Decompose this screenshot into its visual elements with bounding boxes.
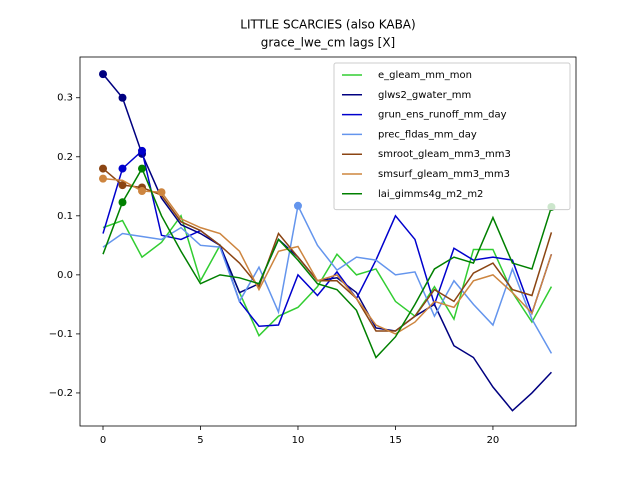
series-marker bbox=[293, 201, 302, 210]
series-marker bbox=[118, 181, 127, 190]
y-tick-label: 0.0 bbox=[57, 270, 73, 281]
legend-label: grun_ens_runoff_mm_day bbox=[378, 110, 507, 121]
legend-label: smsurf_gleam_mm3_mm3 bbox=[378, 169, 510, 180]
y-tick-label: 0.1 bbox=[57, 211, 73, 222]
legend-label: glws2_gwater_mm bbox=[378, 90, 471, 101]
x-tick-label: 20 bbox=[487, 435, 500, 446]
y-tick-label: −0.2 bbox=[49, 388, 73, 399]
series-line bbox=[102, 149, 553, 327]
series-marker bbox=[99, 70, 108, 79]
series-line bbox=[102, 177, 553, 335]
series-marker bbox=[118, 93, 127, 102]
legend-label: lai_gimms4g_m2_m2 bbox=[378, 189, 483, 200]
x-tick-label: 0 bbox=[100, 435, 106, 446]
y-tick-label: −0.1 bbox=[49, 329, 73, 340]
legend-box bbox=[333, 62, 571, 211]
plot-area bbox=[99, 70, 556, 412]
y-tick-label: 0.3 bbox=[57, 93, 73, 104]
series-line bbox=[102, 168, 553, 332]
series-line bbox=[102, 166, 553, 359]
chart-title: LITTLE SCARCIES (also KABA) bbox=[240, 18, 415, 32]
series-line bbox=[102, 73, 552, 412]
series-marker bbox=[157, 188, 166, 197]
series-marker bbox=[99, 164, 108, 173]
x-tick-label: 10 bbox=[292, 435, 305, 446]
series-marker bbox=[118, 164, 127, 173]
series-marker bbox=[138, 146, 146, 155]
series-line bbox=[102, 203, 553, 354]
y-tick-label: 0.2 bbox=[57, 152, 73, 163]
x-tick-label: 15 bbox=[389, 435, 402, 446]
series-marker bbox=[138, 187, 146, 196]
legend-label: smroot_gleam_mm3_mm3 bbox=[378, 149, 511, 160]
chart-subtitle: grace_lwe_cm lags [X] bbox=[261, 36, 395, 50]
series-marker bbox=[118, 198, 127, 207]
series-marker bbox=[99, 174, 108, 183]
x-tick-label: 5 bbox=[197, 435, 203, 446]
series-marker bbox=[138, 164, 146, 173]
axes-frame bbox=[79, 56, 577, 427]
legend-label: prec_fldas_mm_day bbox=[378, 129, 477, 140]
legend-label: e_gleam_mm_mon bbox=[378, 70, 472, 81]
